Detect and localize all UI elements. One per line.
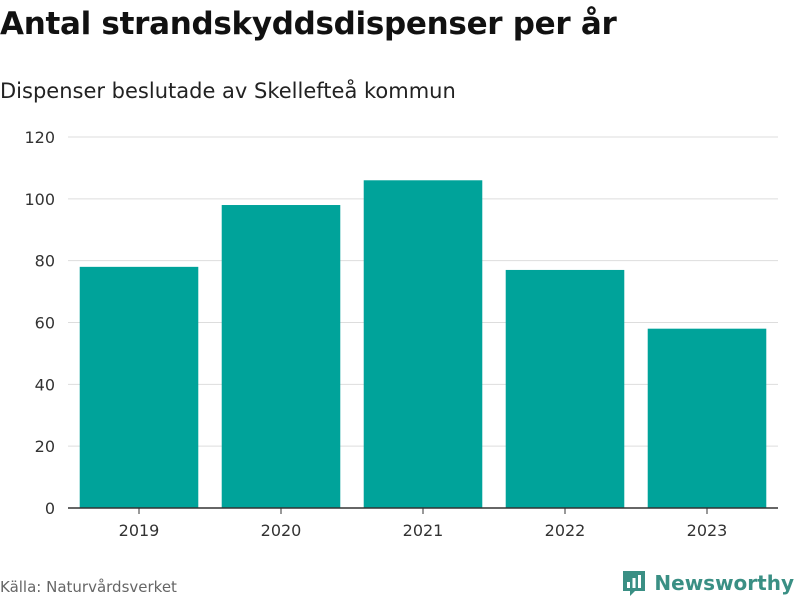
source-note: Källa: Naturvårdsverket: [0, 578, 177, 596]
y-tick-label: 100: [24, 190, 55, 209]
bar-2020: [221, 205, 341, 508]
chart-title: Antal strandskyddsdispenser per år: [0, 6, 617, 42]
y-tick-label: 120: [24, 128, 55, 147]
x-tick-label: 2023: [687, 521, 728, 540]
y-tick-label: 80: [35, 252, 55, 271]
brand-name: Newsworthy: [654, 571, 794, 595]
x-tick-label: 2021: [403, 521, 444, 540]
y-tick-label: 40: [35, 375, 55, 394]
x-tick-label: 2022: [545, 521, 586, 540]
bar-2019: [79, 266, 199, 508]
x-tick-label: 2019: [119, 521, 160, 540]
y-tick-label: 60: [35, 314, 55, 333]
y-tick-label: 20: [35, 437, 55, 456]
bar-2023: [647, 328, 767, 508]
y-axis-ticks: 0 20 40 60 80 100 120: [24, 128, 55, 518]
brand-logo[interactable]: Newsworthy: [621, 569, 794, 597]
bar-2022: [505, 269, 625, 508]
chart-subtitle: Dispenser beslutade av Skellefteå kommun: [0, 79, 456, 103]
bars: [79, 180, 767, 509]
newsworthy-logo-icon: [623, 571, 646, 596]
bar-2021: [363, 180, 483, 509]
y-tick-label: 0: [45, 499, 55, 518]
x-axis-ticks: 2019 2020 2021 2022 2023: [119, 508, 728, 540]
x-tick-label: 2020: [261, 521, 302, 540]
